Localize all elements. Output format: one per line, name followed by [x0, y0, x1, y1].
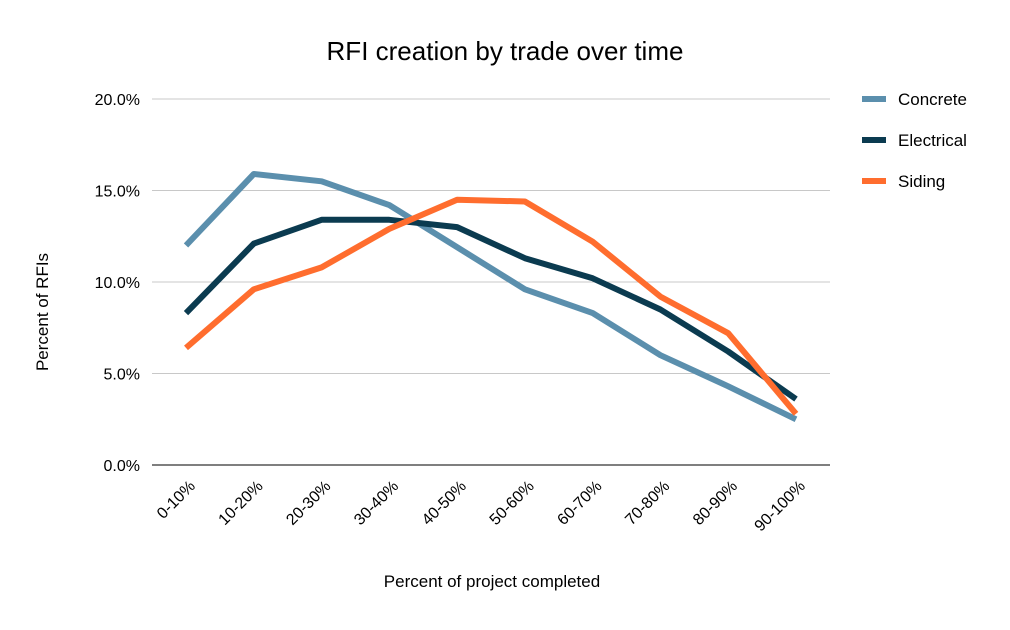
y-tick-label: 15.0%	[95, 184, 140, 201]
x-tick-label: 20-30%	[283, 478, 334, 529]
x-tick-label: 50-60%	[487, 478, 538, 529]
gridlines	[152, 99, 830, 465]
x-axis-ticks: 0-10% 10-20% 20-30% 30-40% 40-50% 50-60% 60-70…	[154, 478, 809, 535]
legend-item-siding: Siding	[862, 172, 945, 191]
legend-item-concrete: Concrete	[862, 90, 967, 109]
x-tick-label: 60-70%	[554, 478, 605, 529]
y-tick-label: 20.0%	[95, 92, 140, 109]
series-lines	[186, 174, 796, 419]
series-line-siding	[186, 200, 796, 414]
legend-label: Siding	[898, 172, 945, 191]
legend: Concrete Electrical Siding	[862, 90, 967, 191]
legend-label: Electrical	[898, 131, 967, 150]
y-axis-label: Percent of RFIs	[33, 253, 52, 371]
x-tick-label: 40-50%	[419, 478, 470, 529]
legend-item-electrical: Electrical	[862, 131, 967, 150]
y-axis-ticks: 0.0% 5.0% 10.0% 15.0% 20.0%	[95, 92, 140, 475]
x-tick-label: 90-100%	[752, 478, 809, 535]
x-axis-label: Percent of project completed	[384, 572, 600, 591]
y-tick-label: 5.0%	[104, 367, 140, 384]
series-concrete	[186, 174, 796, 419]
x-tick-label: 30-40%	[351, 478, 402, 529]
series-siding	[186, 200, 796, 414]
legend-label: Concrete	[898, 90, 967, 109]
y-tick-label: 0.0%	[104, 458, 140, 475]
y-tick-label: 10.0%	[95, 275, 140, 292]
x-tick-label: 80-90%	[690, 478, 741, 529]
x-tick-label: 70-80%	[622, 478, 673, 529]
series-line-concrete	[186, 174, 796, 419]
x-tick-label: 0-10%	[154, 478, 199, 523]
chart-title: RFI creation by trade over time	[327, 36, 684, 66]
x-tick-label: 10-20%	[216, 478, 267, 529]
